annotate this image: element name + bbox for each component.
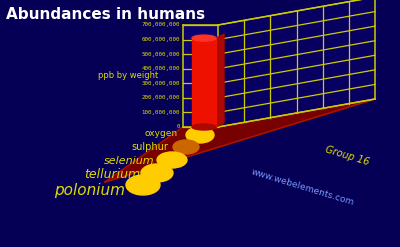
Polygon shape (183, 25, 218, 127)
Polygon shape (105, 99, 375, 182)
Text: tellurium: tellurium (84, 167, 140, 181)
Text: 400,000,000: 400,000,000 (142, 66, 180, 71)
Ellipse shape (192, 124, 216, 130)
Ellipse shape (192, 35, 216, 41)
Text: 600,000,000: 600,000,000 (142, 37, 180, 42)
Ellipse shape (126, 175, 160, 195)
Text: 100,000,000: 100,000,000 (142, 110, 180, 115)
Polygon shape (218, 0, 375, 127)
Ellipse shape (141, 164, 173, 182)
Text: 700,000,000: 700,000,000 (142, 22, 180, 27)
Text: 500,000,000: 500,000,000 (142, 52, 180, 57)
Text: 0: 0 (176, 124, 180, 129)
Text: oxygen: oxygen (145, 129, 178, 139)
Ellipse shape (157, 152, 187, 168)
Polygon shape (216, 34, 224, 127)
Text: ppb by weight: ppb by weight (98, 71, 158, 81)
Text: selenium: selenium (104, 156, 155, 166)
Text: www.webelements.com: www.webelements.com (250, 167, 355, 207)
Text: 300,000,000: 300,000,000 (142, 81, 180, 86)
Polygon shape (192, 38, 216, 127)
Text: 200,000,000: 200,000,000 (142, 95, 180, 100)
Text: Abundances in humans: Abundances in humans (6, 7, 205, 22)
Ellipse shape (186, 127, 214, 143)
Ellipse shape (173, 140, 199, 154)
Text: sulphur: sulphur (131, 142, 168, 152)
Text: Group 16: Group 16 (324, 144, 370, 167)
Text: polonium: polonium (54, 183, 125, 198)
